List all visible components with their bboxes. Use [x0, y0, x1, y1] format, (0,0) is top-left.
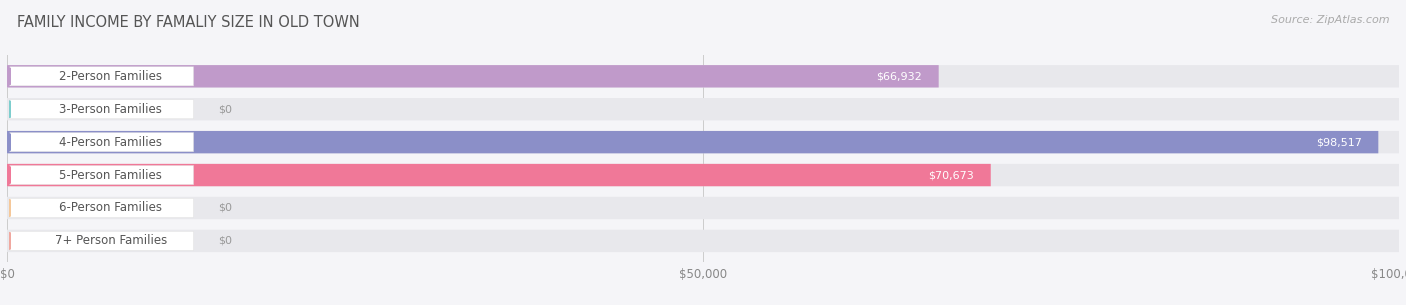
Text: 6-Person Families: 6-Person Families [59, 202, 162, 214]
FancyBboxPatch shape [10, 133, 194, 152]
FancyBboxPatch shape [7, 65, 1399, 88]
Text: $98,517: $98,517 [1316, 137, 1361, 147]
FancyBboxPatch shape [7, 164, 991, 186]
Text: $0: $0 [218, 203, 232, 213]
Text: $70,673: $70,673 [928, 170, 974, 180]
FancyBboxPatch shape [7, 65, 939, 88]
Text: FAMILY INCOME BY FAMALIY SIZE IN OLD TOWN: FAMILY INCOME BY FAMALIY SIZE IN OLD TOW… [17, 15, 360, 30]
FancyBboxPatch shape [10, 166, 194, 185]
Text: 2-Person Families: 2-Person Families [59, 70, 162, 83]
FancyBboxPatch shape [7, 230, 1399, 252]
FancyBboxPatch shape [7, 131, 1399, 153]
FancyBboxPatch shape [10, 231, 194, 250]
Text: 5-Person Families: 5-Person Families [59, 169, 162, 181]
Text: Source: ZipAtlas.com: Source: ZipAtlas.com [1271, 15, 1389, 25]
Text: $0: $0 [218, 236, 232, 246]
FancyBboxPatch shape [7, 164, 1399, 186]
FancyBboxPatch shape [10, 199, 194, 217]
FancyBboxPatch shape [10, 100, 194, 119]
Text: $0: $0 [218, 104, 232, 114]
Text: $66,932: $66,932 [876, 71, 922, 81]
Text: 7+ Person Families: 7+ Person Families [55, 235, 167, 247]
FancyBboxPatch shape [7, 131, 1378, 153]
FancyBboxPatch shape [10, 67, 194, 86]
Text: 3-Person Families: 3-Person Families [59, 103, 162, 116]
FancyBboxPatch shape [7, 98, 1399, 120]
Text: 4-Person Families: 4-Person Families [59, 136, 162, 149]
FancyBboxPatch shape [7, 197, 1399, 219]
